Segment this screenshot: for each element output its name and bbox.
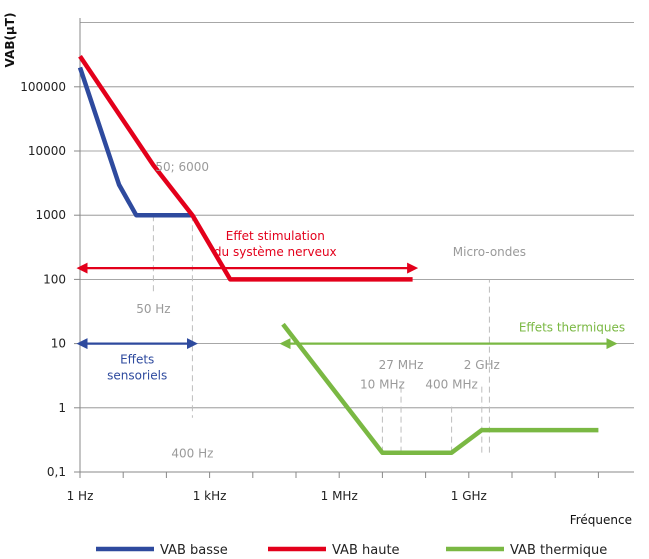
axes [79,18,634,473]
range-label: sensoriels [107,369,167,383]
series-vab-haute [78,54,413,282]
x-axis-title: Fréquence [570,513,632,527]
series-vab-basse [77,66,193,218]
x-tick-label: 1 MHz [321,489,358,503]
x-tick-label: 1 GHz [451,489,487,503]
x-tick-label: 1 kHz [193,489,227,503]
annotation-50-hz: 50 Hz [136,302,170,316]
range-label: du système nerveux [214,245,337,259]
y-tick-label: 0,1 [47,465,66,479]
x-tick-label: 1 Hz [67,489,94,503]
series-vab-thermique [281,322,599,455]
annotation-micro-ondes: Micro-ondes [453,245,526,259]
legend-label-vab-thermique: VAB thermique [510,543,607,558]
y-tick-label: 10000 [28,144,66,158]
range-arrows: Effet stimulation du système nerveux Effet… [76,229,625,383]
y-tick-label: 1000 [35,208,66,222]
range-label: Effets [120,353,154,367]
legend-label-vab-haute: VAB haute [332,543,400,558]
legend: VAB basse VAB haute VAB thermique [96,543,607,558]
guide-lines [152,215,490,453]
x-ticks: 1 Hz 1 kHz 1 MHz 1 GHz [67,472,599,503]
range-label: Effets thermiques [519,321,625,335]
y-tick-label: 100 [43,272,66,286]
y-ticks: 0,1 1 10 100 1000 10000 100000 [20,80,80,479]
annotation-2-ghz: 2 GHz [464,358,500,372]
annotation-400-mhz: 400 MHz [425,377,477,391]
range-label: Effet stimulation [226,229,325,243]
series-lines [77,54,599,455]
legend-label-vab-basse: VAB basse [160,543,228,558]
annotation-50-6000: 50; 6000 [155,160,209,174]
y-tick-label: 100000 [20,80,66,94]
y-axis-title: VAB(µT) [3,13,17,68]
y-tick-label: 10 [51,337,66,351]
annotation-27-mhz: 27 MHz [379,358,424,372]
annotation-10-mhz: 10 MHz [360,377,405,391]
y-tick-label: 1 [58,401,66,415]
annotation-400-hz: 400 Hz [171,446,213,460]
